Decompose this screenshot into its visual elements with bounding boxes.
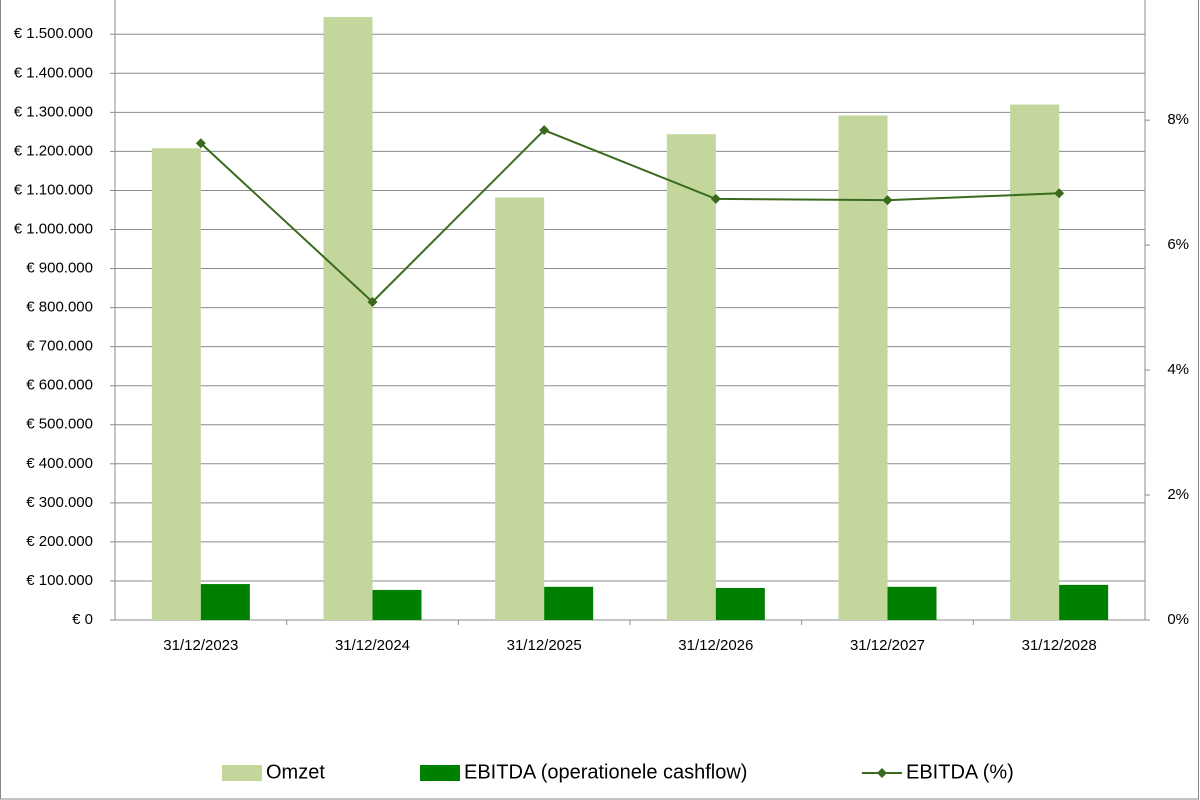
- y-tick-label: € 600.000: [26, 377, 93, 394]
- x-tick-label: 31/12/2025: [507, 637, 582, 654]
- y-tick-label: € 1.000.000: [14, 220, 93, 237]
- bar: [887, 586, 937, 620]
- x-tick-label: 31/12/2028: [1022, 637, 1097, 654]
- y2-tick-label: 6%: [1167, 236, 1189, 253]
- y2-tick-label: 10%: [1159, 0, 1189, 3]
- marker: [710, 193, 721, 204]
- line: [200, 128, 1060, 304]
- marker: [539, 125, 550, 136]
- y-tick-label: € 1.500.000: [14, 25, 93, 42]
- y-tick-label: € 1.300.000: [14, 103, 93, 120]
- marker: [1054, 188, 1065, 199]
- y-tick-label: € 300.000: [26, 494, 93, 511]
- bar: [838, 115, 888, 620]
- x-tick-label: 31/12/2027: [850, 637, 925, 654]
- x-tick-label: 31/12/2024: [335, 637, 410, 654]
- bar: [200, 584, 250, 620]
- legend-swatch: [222, 765, 262, 781]
- y-tick-label: € 100.000: [26, 572, 93, 589]
- y2-tick-label: 8%: [1167, 111, 1189, 128]
- bar: [495, 197, 545, 620]
- y-tick-label: € 1.200.000: [14, 142, 93, 159]
- x-tick-label: 31/12/2026: [678, 637, 753, 654]
- bar: [1059, 584, 1109, 620]
- y-tick-label: € 500.000: [26, 416, 93, 433]
- bar: [1010, 104, 1060, 621]
- y-tick-label: € 900.000: [26, 260, 93, 277]
- y-tick-label: € 1.100.000: [14, 181, 93, 198]
- y-tick-label: € 1.400.000: [14, 64, 93, 81]
- y-tick-label: € 400.000: [26, 455, 93, 472]
- legend-swatch: [420, 765, 460, 781]
- bar: [715, 587, 765, 620]
- bar: [544, 586, 594, 620]
- y-tick-label: € 0: [72, 611, 93, 628]
- legend-label: EBITDA (operationele cashflow): [464, 761, 747, 783]
- y2-tick-label: 2%: [1167, 486, 1189, 503]
- legend-label: EBITDA (%): [906, 761, 1014, 783]
- y2-tick-label: 4%: [1167, 361, 1189, 378]
- legend-label: Omzet: [266, 761, 325, 783]
- y2-tick-label: 0%: [1167, 611, 1189, 628]
- y-tick-label: € 800.000: [26, 299, 93, 316]
- marker: [367, 296, 378, 307]
- legend: Omzet EBITDA (operationele cashflow) EBITD…: [222, 761, 1014, 783]
- marker: [882, 195, 893, 206]
- y-tick-label: € 700.000: [26, 338, 93, 355]
- bar: [323, 17, 373, 621]
- legend-marker: [877, 768, 887, 778]
- marker: [195, 138, 206, 149]
- bar: [666, 134, 716, 620]
- y-tick-label: € 200.000: [26, 533, 93, 550]
- bar: [372, 589, 422, 620]
- x-tick-label: 31/12/2023: [163, 637, 238, 654]
- y-tick-label: € 1.600.000: [14, 0, 93, 3]
- bar: [151, 148, 201, 620]
